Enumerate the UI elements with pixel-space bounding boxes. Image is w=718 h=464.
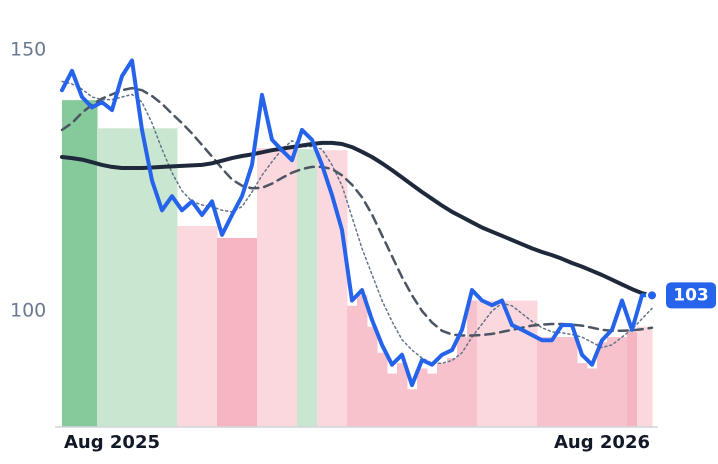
band-bar — [557, 337, 568, 427]
x-tick-label: Aug 2026 — [554, 432, 650, 453]
band-bar — [447, 357, 458, 427]
band-bar — [157, 128, 168, 427]
band-bar — [167, 128, 178, 427]
band-bar — [177, 225, 188, 427]
band-bar — [437, 363, 448, 427]
band-bar — [517, 300, 528, 427]
band-bar — [597, 342, 608, 427]
band-bar — [627, 331, 638, 427]
value-label: 103 — [673, 285, 709, 305]
y-tick-label: 150 — [10, 39, 46, 61]
band-bar — [427, 373, 438, 427]
band-bar — [497, 300, 508, 427]
band-bar — [407, 389, 418, 427]
band-bar — [337, 150, 348, 427]
band-bar — [297, 149, 308, 427]
band-bar — [87, 100, 98, 427]
band-bar — [467, 300, 478, 427]
band-bar — [227, 237, 238, 427]
band-bar — [67, 100, 78, 427]
band-bar — [197, 225, 208, 427]
band-bar — [257, 148, 268, 428]
band-bar — [567, 337, 578, 427]
series-line — [61, 80, 653, 364]
band-bar — [62, 100, 68, 427]
band-bar — [117, 128, 128, 427]
series-line — [60, 58, 654, 388]
y-tick-label: 100 — [10, 299, 46, 321]
band-bar — [77, 100, 88, 427]
x-tick-label: Aug 2025 — [64, 432, 160, 453]
value-badge — [666, 282, 716, 309]
band-bar — [477, 300, 488, 427]
band-bar — [347, 305, 358, 427]
band-bar — [207, 225, 218, 427]
bars — [62, 100, 653, 428]
band-bar — [247, 237, 258, 427]
band-bar — [357, 295, 368, 427]
band-bar — [377, 352, 388, 427]
band-bar — [527, 300, 538, 427]
band-bar — [287, 148, 298, 428]
lines — [60, 58, 654, 388]
band-bar — [267, 148, 278, 428]
band-bar — [457, 337, 468, 427]
band-bar — [487, 300, 498, 427]
last-point — [646, 289, 658, 302]
band-bar — [237, 237, 248, 427]
band-bar — [587, 368, 598, 427]
band-bar — [107, 128, 118, 427]
band-bar — [417, 368, 428, 427]
band-bar — [317, 150, 328, 427]
band-bar — [537, 337, 548, 427]
band-bar — [387, 373, 398, 427]
band-bar — [617, 337, 628, 427]
band-bar — [97, 128, 108, 427]
band-bar — [637, 326, 648, 427]
band-bar — [327, 150, 338, 427]
band-bar — [577, 363, 588, 427]
series-line — [60, 86, 654, 337]
band-bar — [187, 225, 198, 427]
band-bar — [217, 237, 228, 427]
band-bar — [127, 128, 138, 427]
band-bar — [277, 148, 288, 428]
band-bar — [547, 337, 558, 427]
band-bar — [397, 363, 408, 427]
band-bar — [507, 300, 518, 427]
band-bar — [147, 128, 158, 427]
band-bar — [367, 326, 378, 427]
band-bar — [607, 337, 618, 427]
series-line — [60, 140, 654, 298]
band-bar — [137, 128, 148, 427]
band-bar — [647, 326, 653, 427]
band-bar — [307, 149, 318, 427]
